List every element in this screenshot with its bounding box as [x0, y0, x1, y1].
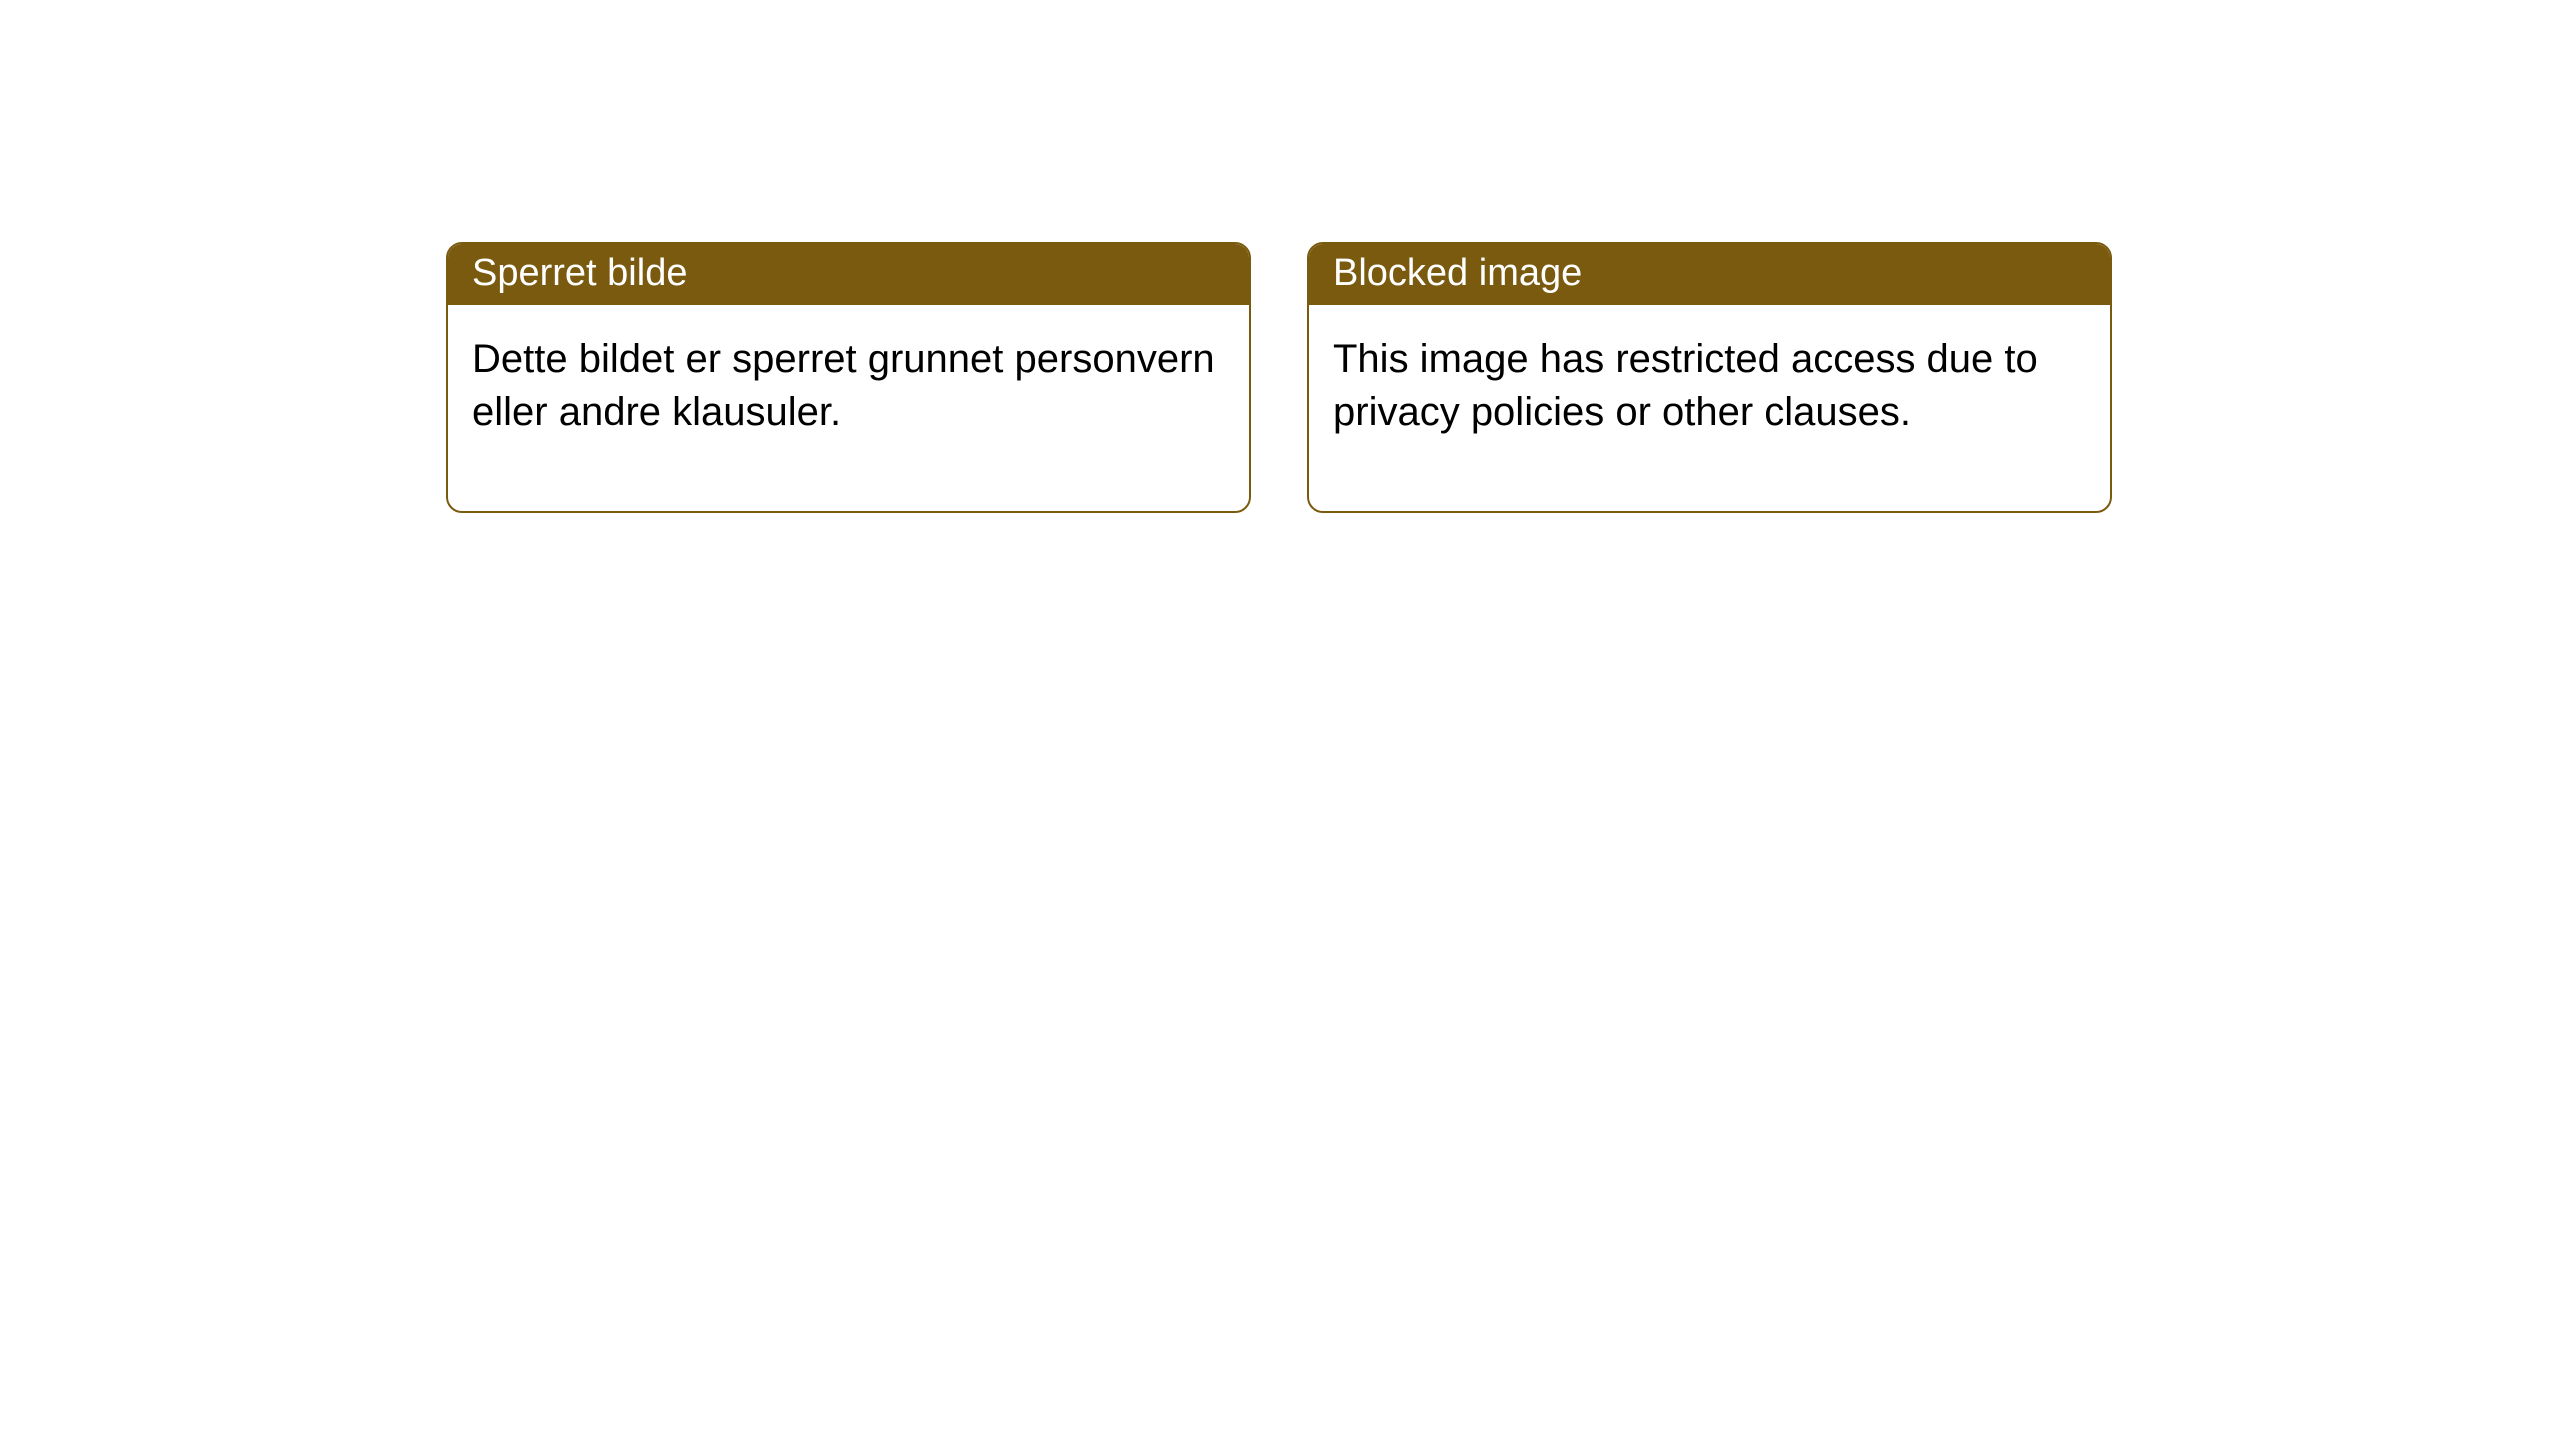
- notice-header: Sperret bilde: [448, 244, 1249, 305]
- notice-body: This image has restricted access due to …: [1309, 305, 2110, 511]
- notice-container: Sperret bilde Dette bildet er sperret gr…: [446, 242, 2112, 513]
- notice-header: Blocked image: [1309, 244, 2110, 305]
- notice-card-norwegian: Sperret bilde Dette bildet er sperret gr…: [446, 242, 1251, 513]
- notice-card-english: Blocked image This image has restricted …: [1307, 242, 2112, 513]
- notice-body: Dette bildet er sperret grunnet personve…: [448, 305, 1249, 511]
